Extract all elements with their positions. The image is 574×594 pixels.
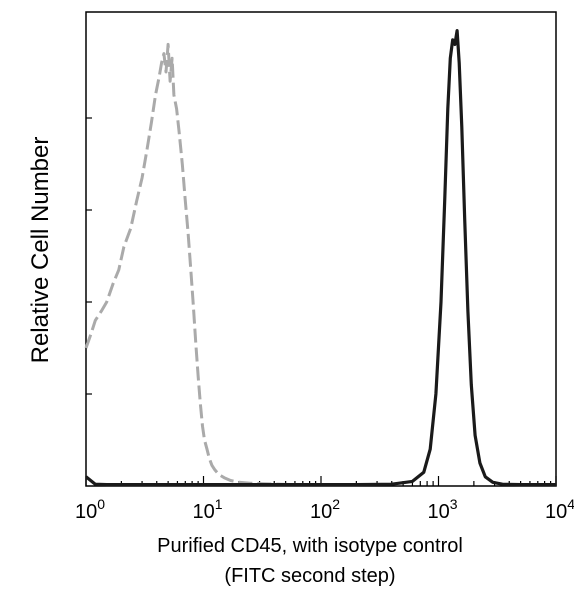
x-tick-label: 103 [427,496,457,523]
series-layer [84,29,556,487]
x-axis-label: Purified CD45, with isotype control [157,535,463,557]
x-tick-label: 104 [545,496,574,523]
x-tick-labels: 100 101 102 103 104 [75,496,574,523]
x-tick-label: 102 [310,496,340,523]
y-axis-label: Relative Cell Number [27,137,54,364]
x-tick-label: 100 [75,496,105,523]
cd45-histogram [85,29,556,487]
axis-ticks [85,117,557,486]
isotype-control-histogram [84,42,295,487]
x-tick-label: 101 [192,496,222,523]
x-axis-label-line2: (FITC second step) [224,565,395,587]
